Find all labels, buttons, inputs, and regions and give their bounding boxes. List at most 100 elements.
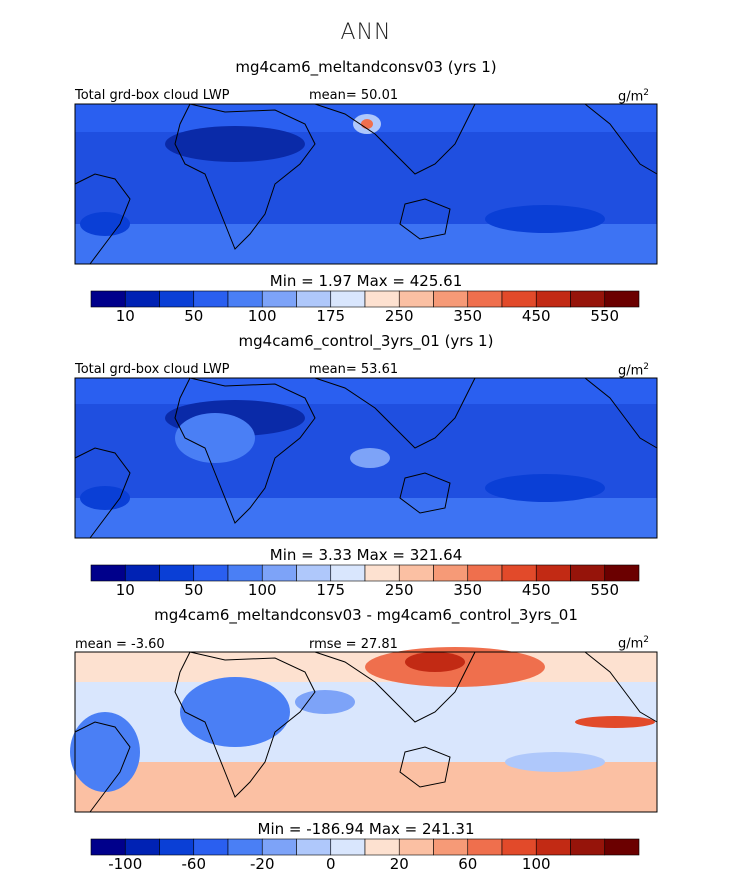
panel1-minmax: Min = 1.97 Max = 425.61 bbox=[269, 272, 463, 290]
panel2-satlantic-dry bbox=[80, 486, 130, 510]
panel3-itcz-positive bbox=[575, 716, 655, 728]
colorbar-tick-label: 10 bbox=[115, 307, 135, 325]
panel1-satlantic-dry bbox=[80, 212, 130, 236]
colorbar-tick-label: 450 bbox=[521, 307, 551, 325]
colorbar-swatch bbox=[330, 290, 366, 308]
panel3-mean-label: mean = -3.60 bbox=[75, 637, 165, 652]
colorbar-tick-label: 10 bbox=[115, 581, 135, 599]
colorbar-swatch bbox=[467, 838, 503, 856]
colorbar-tick-label: 20 bbox=[389, 855, 409, 873]
colorbar-swatch bbox=[604, 290, 640, 308]
colorbar-tick-label: 250 bbox=[384, 581, 414, 599]
panel3-namerica-outline bbox=[584, 651, 658, 723]
colorbar-tick-label: 100 bbox=[247, 307, 277, 325]
colorbar-tick-label: 60 bbox=[458, 855, 478, 873]
panel1-africa-outline bbox=[174, 103, 316, 250]
colorbar-swatch bbox=[296, 290, 332, 308]
panel1-australia-outline bbox=[399, 198, 451, 240]
panel1-map bbox=[74, 103, 658, 265]
colorbar-swatch bbox=[535, 838, 571, 856]
panel3-sepacific-negative bbox=[505, 752, 605, 772]
colorbar-tick-label: 0 bbox=[325, 855, 336, 873]
colorbar-swatch bbox=[90, 838, 126, 856]
panel1-tibet-core bbox=[361, 119, 373, 129]
panel2-africa-land bbox=[175, 413, 255, 463]
colorbar-swatch bbox=[159, 290, 195, 308]
colorbar-swatch bbox=[193, 838, 229, 856]
colorbar-swatch bbox=[90, 564, 126, 582]
panel1-asia-outline bbox=[314, 103, 476, 175]
panel2-field-label: Total grd-box cloud LWP bbox=[75, 362, 230, 377]
colorbar-tick-label: 100 bbox=[521, 855, 551, 873]
colorbar-tick-label: 350 bbox=[453, 581, 483, 599]
colorbar-swatch bbox=[364, 290, 400, 308]
panel2-maritime-continent bbox=[350, 448, 390, 468]
panel1-mean-label: mean= 50.01 bbox=[309, 88, 399, 103]
panel1-samerica-outline bbox=[74, 173, 131, 265]
colorbar-tick-label: -20 bbox=[250, 855, 275, 873]
colorbar-tick-label: 250 bbox=[384, 307, 414, 325]
panel3-africa-outline bbox=[174, 651, 316, 798]
colorbar-swatch bbox=[570, 564, 606, 582]
panel2-australia-outline bbox=[399, 472, 451, 514]
season-title: ANN bbox=[340, 20, 392, 45]
colorbar-swatch bbox=[261, 290, 297, 308]
panel2-colorbar bbox=[90, 564, 640, 582]
colorbar-swatch bbox=[124, 838, 160, 856]
panel3-minmax: Min = -186.94 Max = 241.31 bbox=[257, 820, 475, 838]
panel3-rmse-label: rmse = 27.81 bbox=[309, 637, 398, 652]
panel2-south-belt bbox=[75, 498, 657, 538]
colorbar-swatch bbox=[364, 564, 400, 582]
colorbar-swatch bbox=[227, 564, 263, 582]
colorbar-swatch bbox=[159, 564, 195, 582]
panel2-africa-outline bbox=[174, 377, 316, 524]
panel1-units: g/m2 bbox=[618, 88, 650, 105]
panel2-sepacific-dry bbox=[485, 474, 605, 502]
colorbar-swatch bbox=[159, 838, 195, 856]
colorbar-swatch bbox=[90, 290, 126, 308]
panel2-namerica-outline bbox=[584, 377, 658, 449]
panel3-colorbar-ticks: -100 -60 -20 0 20 60 100 bbox=[91, 855, 639, 875]
colorbar-tick-label: 450 bbox=[521, 581, 551, 599]
colorbar-swatch bbox=[604, 564, 640, 582]
colorbar-tick-label: -100 bbox=[108, 855, 143, 873]
panel3-australia-outline bbox=[399, 746, 451, 788]
colorbar-swatch bbox=[570, 838, 606, 856]
panel2-map-frame bbox=[74, 377, 658, 539]
colorbar-swatch bbox=[398, 290, 434, 308]
colorbar-swatch bbox=[261, 838, 297, 856]
colorbar-swatch bbox=[535, 564, 571, 582]
panel1-case-title: mg4cam6_meltandconsv03 (yrs 1) bbox=[235, 58, 497, 76]
panel3-case-title: mg4cam6_meltandconsv03 - mg4cam6_control… bbox=[154, 606, 578, 624]
panel1-map-frame bbox=[74, 103, 658, 265]
panel2-case-title: mg4cam6_control_3yrs_01 (yrs 1) bbox=[238, 332, 494, 350]
colorbar-tick-label: 50 bbox=[184, 581, 204, 599]
panel2-asia-outline bbox=[314, 377, 476, 449]
panel1-sahara-dry bbox=[165, 126, 305, 162]
colorbar-swatch bbox=[535, 290, 571, 308]
colorbar-tick-label: -60 bbox=[181, 855, 207, 873]
panel1-colorbar-ticks: 10 50 100 175 250 350 450 550 bbox=[91, 307, 639, 327]
colorbar-swatch bbox=[330, 564, 366, 582]
panel3-indian-negative bbox=[295, 690, 355, 714]
panel3-map bbox=[70, 647, 658, 813]
colorbar-swatch bbox=[467, 564, 503, 582]
colorbar-swatch bbox=[433, 564, 469, 582]
colorbar-swatch bbox=[398, 838, 434, 856]
colorbar-swatch bbox=[433, 838, 469, 856]
panel3-units: g/m2 bbox=[618, 635, 650, 652]
colorbar-swatch bbox=[296, 838, 332, 856]
panel3-asia-outline bbox=[314, 651, 476, 723]
panel1-colorbar bbox=[90, 290, 640, 308]
panel1-namerica-outline bbox=[584, 103, 658, 175]
colorbar-swatch bbox=[193, 564, 229, 582]
colorbar-tick-label: 175 bbox=[316, 307, 346, 325]
colorbar-swatch bbox=[296, 564, 332, 582]
colorbar-swatch bbox=[398, 564, 434, 582]
colorbar-tick-label: 50 bbox=[184, 307, 204, 325]
colorbar-swatch bbox=[501, 290, 537, 308]
colorbar-swatch bbox=[570, 290, 606, 308]
panel1-field-label: Total grd-box cloud LWP bbox=[75, 88, 230, 103]
panel2-mean-label: mean= 53.61 bbox=[309, 362, 399, 377]
colorbar-swatch bbox=[467, 290, 503, 308]
